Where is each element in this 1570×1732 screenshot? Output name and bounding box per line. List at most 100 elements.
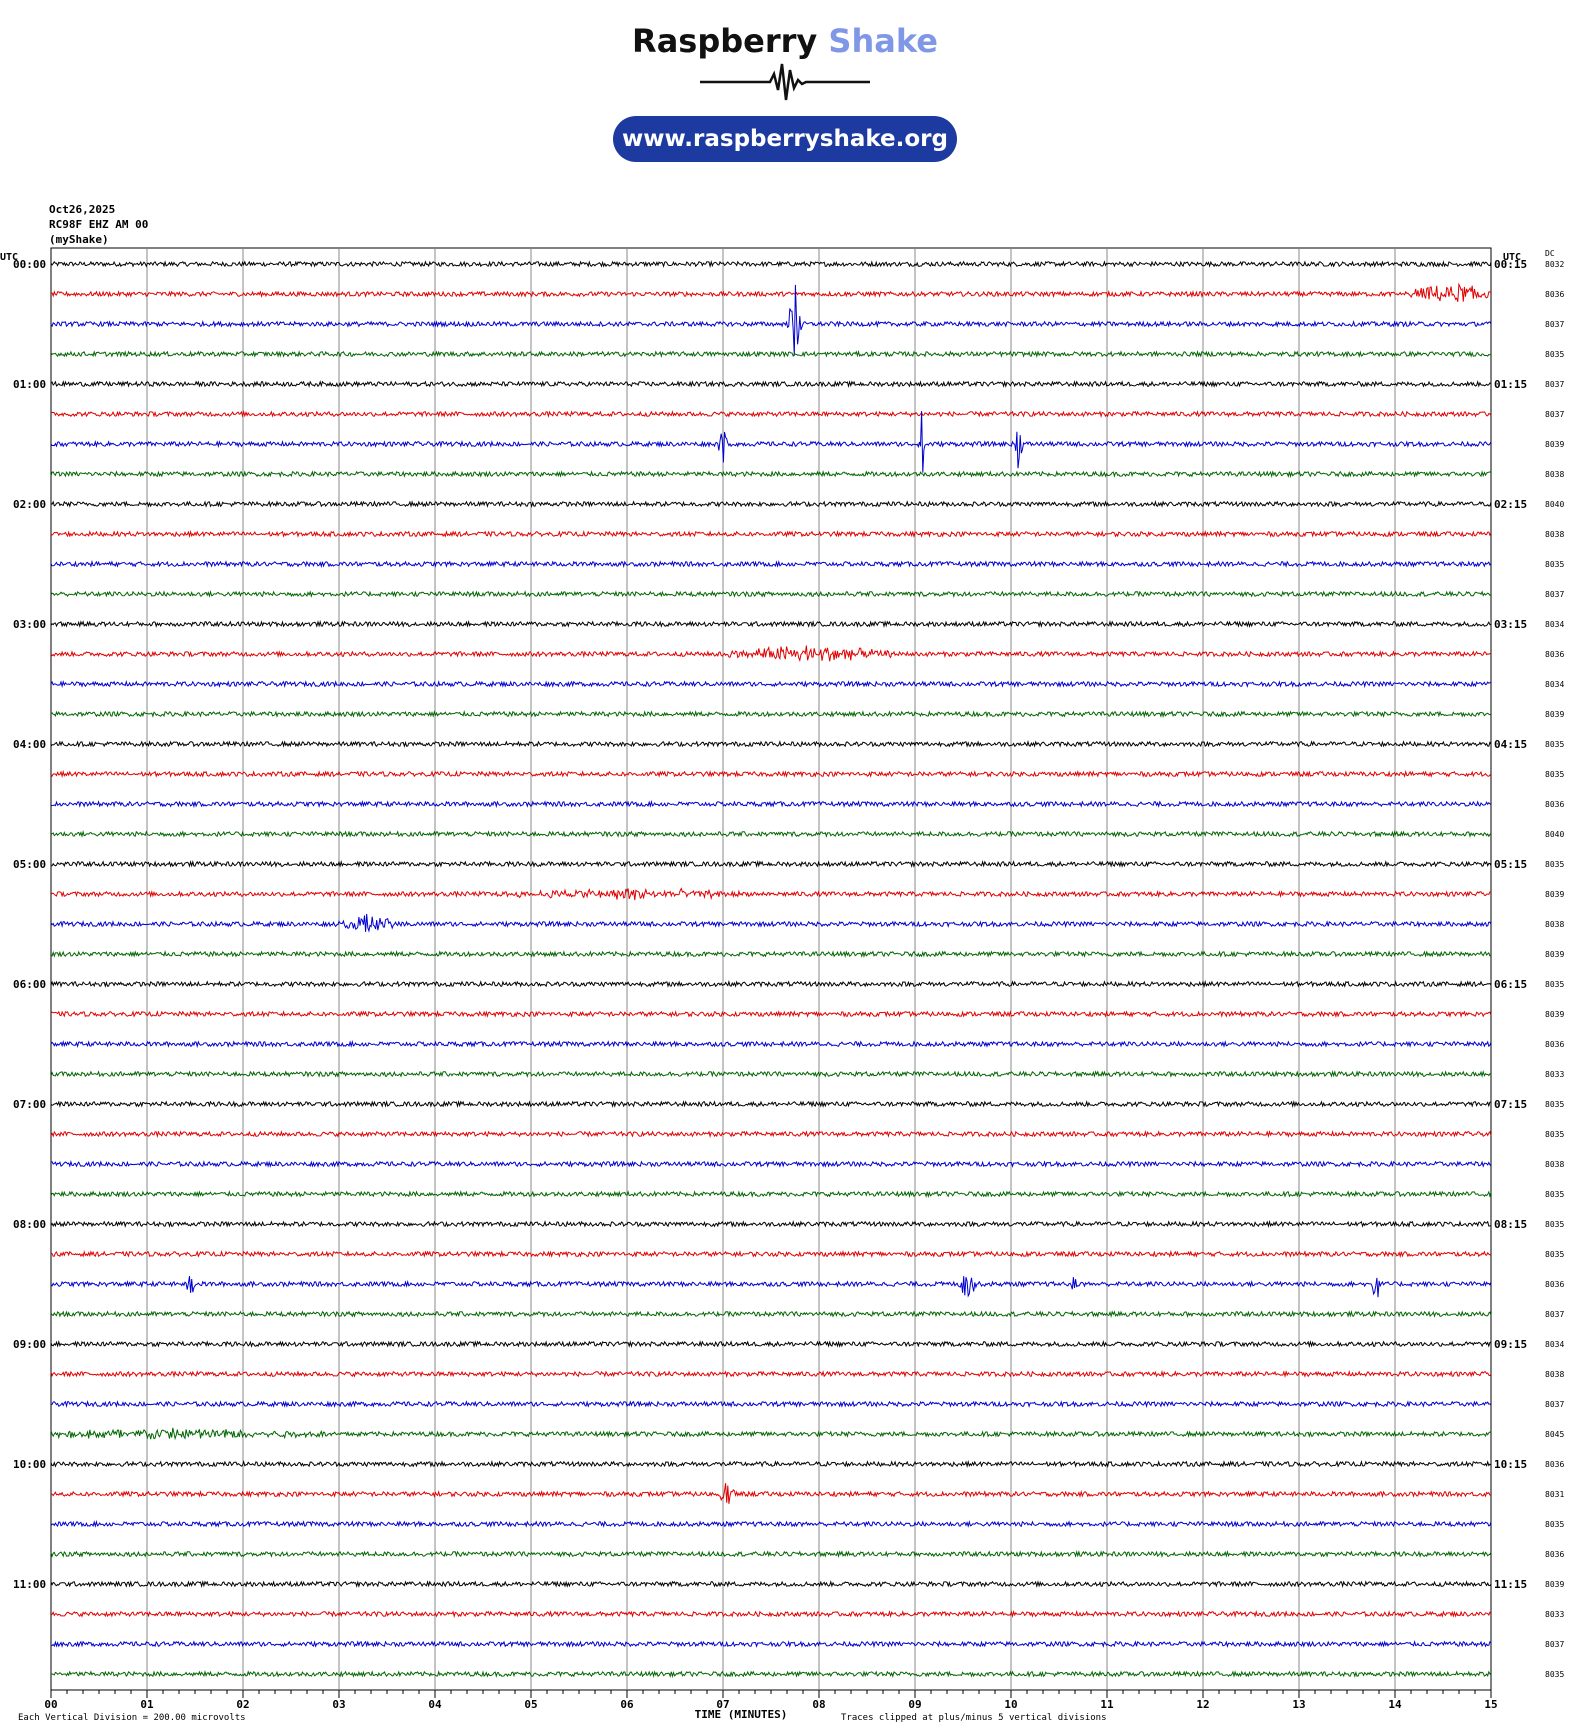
x-tick-label: 13 xyxy=(1292,1698,1305,1711)
right-hour-label: 03:15 xyxy=(1494,618,1527,631)
seismic-trace-line xyxy=(51,1483,1491,1504)
dc-offset-label: 8036 xyxy=(1545,1460,1564,1469)
seismic-trace-line xyxy=(51,742,1491,746)
x-tick-label: 15 xyxy=(1484,1698,1497,1711)
seismic-trace-line xyxy=(51,412,1491,416)
left-hour-label: 07:00 xyxy=(13,1098,46,1111)
dc-offset-label: 8037 xyxy=(1545,410,1564,419)
dc-offset-label: 8035 xyxy=(1545,770,1564,779)
scale-note: Each Vertical Division = 200.00 microvol… xyxy=(18,1713,246,1723)
x-tick-label: 12 xyxy=(1196,1698,1209,1711)
right-hour-label: 09:15 xyxy=(1494,1338,1527,1351)
seismic-trace-line xyxy=(51,1192,1491,1196)
dc-offset-label: 8038 xyxy=(1545,920,1564,929)
dc-offset-label: 8035 xyxy=(1545,860,1564,869)
seismic-trace-line xyxy=(51,472,1491,476)
dc-offset-label: 8032 xyxy=(1545,260,1564,269)
dc-offset-label: 8038 xyxy=(1545,1160,1564,1169)
dc-offset-label: 8035 xyxy=(1545,1520,1564,1529)
dc-offset-label: 8034 xyxy=(1545,1340,1564,1349)
dc-offset-label: 8040 xyxy=(1545,500,1564,509)
seismic-trace-line xyxy=(51,284,1491,301)
dc-offset-label: 8035 xyxy=(1545,740,1564,749)
x-tick-label: 00 xyxy=(44,1698,57,1711)
seismic-trace-line xyxy=(51,832,1491,836)
seismic-trace-line xyxy=(51,352,1491,356)
right-hour-label: 08:15 xyxy=(1494,1218,1527,1231)
left-hour-label: 00:00 xyxy=(13,258,46,271)
seismic-trace-line xyxy=(51,1672,1491,1676)
dc-offset-label: 8039 xyxy=(1545,440,1564,449)
dc-offset-label: 8036 xyxy=(1545,1550,1564,1559)
seismic-trace-line xyxy=(51,285,1491,356)
seismic-trace-line xyxy=(51,1102,1491,1106)
seismic-trace-line xyxy=(51,262,1491,266)
dc-offset-label: 8036 xyxy=(1545,650,1564,659)
x-tick-label: 03 xyxy=(332,1698,345,1711)
dc-offset-label: 8036 xyxy=(1545,1280,1564,1289)
left-hour-label: 08:00 xyxy=(13,1218,46,1231)
seismic-trace-line xyxy=(51,622,1491,626)
seismic-trace-line xyxy=(51,502,1491,506)
x-tick-label: 14 xyxy=(1388,1698,1402,1711)
dc-offset-label: 8038 xyxy=(1545,1370,1564,1379)
x-axis-label: TIME (MINUTES) xyxy=(695,1708,788,1721)
seismic-trace-line xyxy=(51,1462,1491,1466)
x-tick-label: 10 xyxy=(1004,1698,1017,1711)
seismic-trace-line xyxy=(51,952,1491,956)
seismic-trace-line xyxy=(51,772,1491,776)
seismic-trace-line xyxy=(51,1222,1491,1226)
left-hour-label: 03:00 xyxy=(13,618,46,631)
seismic-trace-line xyxy=(51,982,1491,986)
dc-offset-label: 8037 xyxy=(1545,590,1564,599)
dc-offset-label: 8031 xyxy=(1545,1490,1564,1499)
left-hour-label: 06:00 xyxy=(13,978,46,991)
seismic-trace-line xyxy=(51,646,1491,662)
seismic-trace-line xyxy=(51,682,1491,686)
dc-column-header: DC xyxy=(1545,249,1555,258)
dc-offset-label: 8035 xyxy=(1545,1250,1564,1259)
dc-offset-label: 8035 xyxy=(1545,1130,1564,1139)
dc-offset-label: 8035 xyxy=(1545,980,1564,989)
seismic-trace-line xyxy=(51,889,1491,901)
x-tick-label: 02 xyxy=(236,1698,249,1711)
right-hour-label: 11:15 xyxy=(1494,1578,1527,1591)
right-hour-label: 04:15 xyxy=(1494,738,1527,751)
seismic-trace-line xyxy=(51,802,1491,806)
x-tick-label: 08 xyxy=(812,1698,825,1711)
dc-offset-label: 8033 xyxy=(1545,1070,1564,1079)
x-tick-label: 06 xyxy=(620,1698,634,1711)
dc-offset-label: 8038 xyxy=(1545,470,1564,479)
seismic-trace-line xyxy=(51,1522,1491,1526)
seismic-trace-line xyxy=(51,1012,1491,1016)
left-hour-label: 11:00 xyxy=(13,1578,46,1591)
seismic-trace-line xyxy=(51,1042,1491,1046)
left-hour-label: 05:00 xyxy=(13,858,46,871)
seismic-trace-line xyxy=(51,382,1491,386)
left-hour-label: 09:00 xyxy=(13,1338,46,1351)
dc-offset-label: 8045 xyxy=(1545,1430,1564,1439)
seismic-trace-line xyxy=(51,1312,1491,1316)
dc-offset-label: 8035 xyxy=(1545,1670,1564,1679)
seismic-trace-line xyxy=(51,1612,1491,1616)
left-hour-label: 04:00 xyxy=(13,738,46,751)
dc-offset-label: 8039 xyxy=(1545,1580,1564,1589)
dc-offset-label: 8037 xyxy=(1545,380,1564,389)
right-hour-label: 07:15 xyxy=(1494,1098,1527,1111)
dc-offset-label: 8036 xyxy=(1545,1040,1564,1049)
seismic-trace-line xyxy=(51,1276,1491,1297)
plot-frame xyxy=(51,248,1491,1690)
dc-offset-label: 8034 xyxy=(1545,620,1564,629)
dc-offset-label: 8035 xyxy=(1545,560,1564,569)
seismic-trace-line xyxy=(51,532,1491,536)
seismic-trace-line xyxy=(51,1582,1491,1586)
dc-offset-label: 8039 xyxy=(1545,890,1564,899)
x-tick-label: 09 xyxy=(908,1698,921,1711)
dc-offset-label: 8035 xyxy=(1545,1190,1564,1199)
x-tick-label: 05 xyxy=(524,1698,537,1711)
seismic-trace-line xyxy=(51,592,1491,596)
dc-offset-label: 8035 xyxy=(1545,1220,1564,1229)
dc-offset-label: 8039 xyxy=(1545,1010,1564,1019)
dc-offset-label: 8033 xyxy=(1545,1610,1564,1619)
